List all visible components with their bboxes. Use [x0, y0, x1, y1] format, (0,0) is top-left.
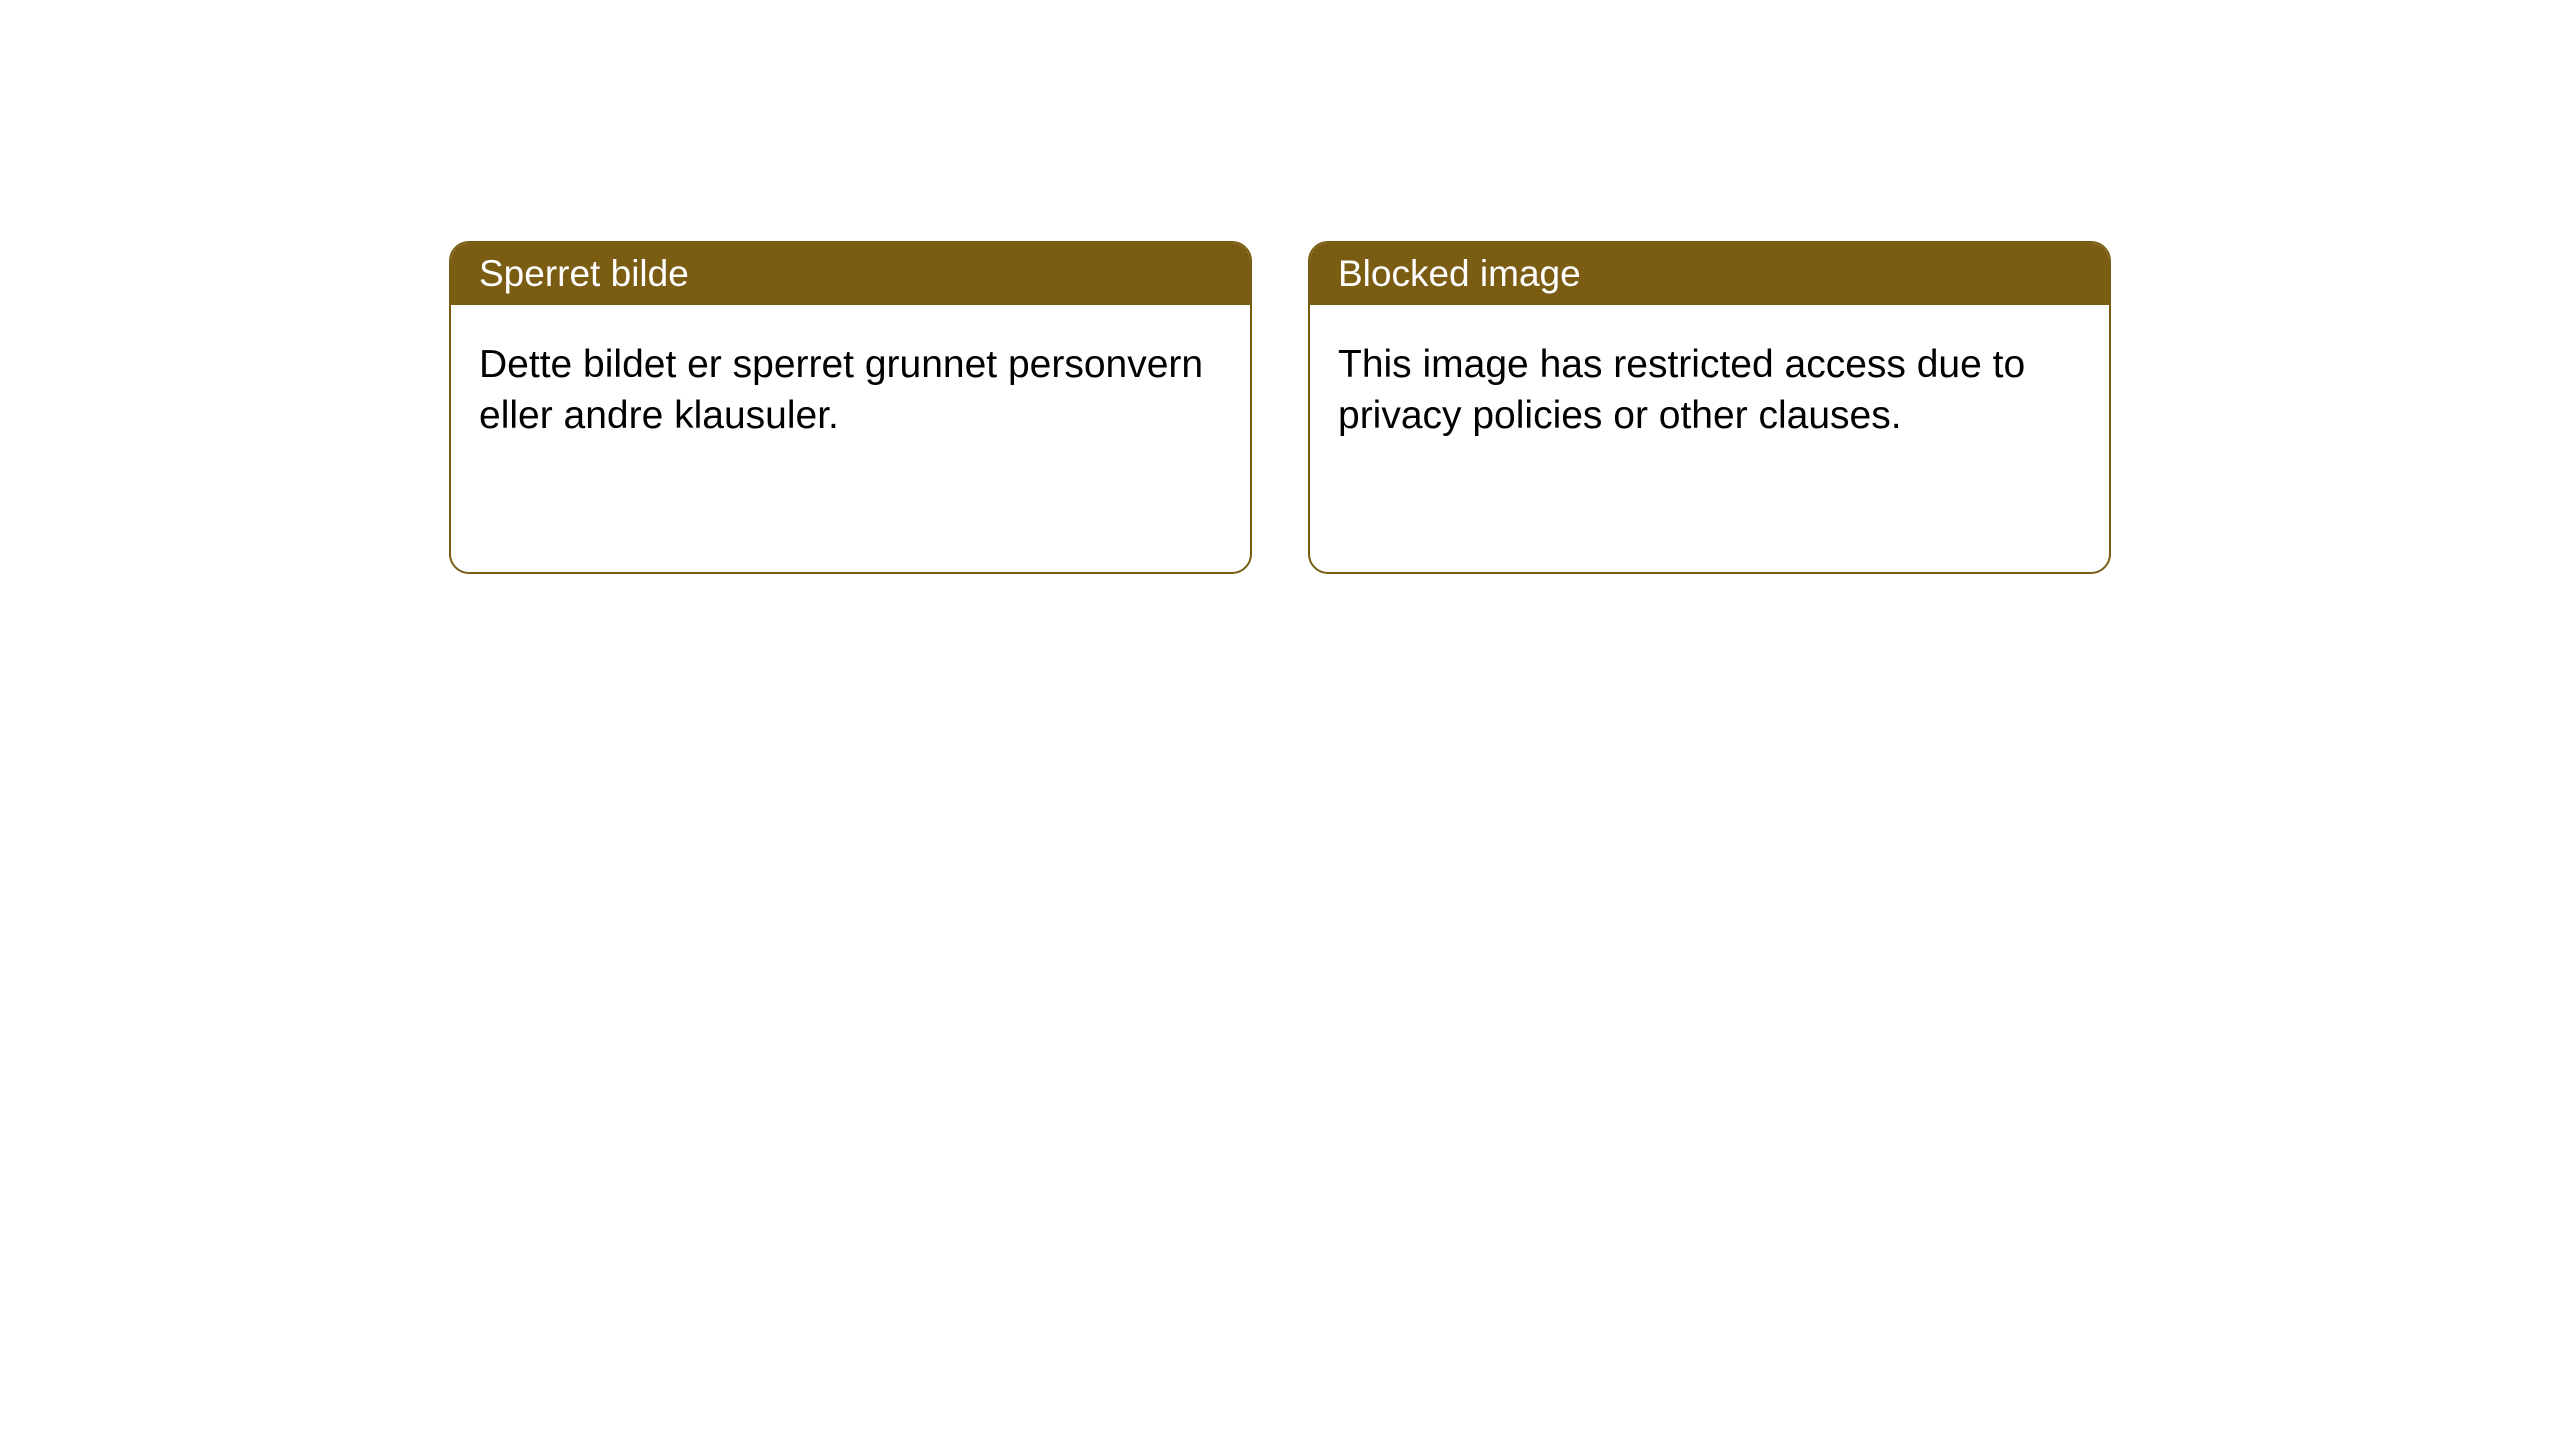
notice-card-norwegian: Sperret bilde Dette bildet er sperret gr…	[449, 241, 1252, 574]
notice-cards-container: Sperret bilde Dette bildet er sperret gr…	[0, 0, 2560, 574]
notice-card-title: Sperret bilde	[479, 253, 689, 294]
notice-card-body: This image has restricted access due to …	[1310, 305, 2109, 476]
notice-card-body: Dette bildet er sperret grunnet personve…	[451, 305, 1250, 476]
notice-card-title: Blocked image	[1338, 253, 1581, 294]
notice-card-header: Sperret bilde	[451, 243, 1250, 305]
notice-card-message: This image has restricted access due to …	[1338, 343, 2025, 437]
notice-card-english: Blocked image This image has restricted …	[1308, 241, 2111, 574]
notice-card-message: Dette bildet er sperret grunnet personve…	[479, 343, 1203, 437]
notice-card-header: Blocked image	[1310, 243, 2109, 305]
